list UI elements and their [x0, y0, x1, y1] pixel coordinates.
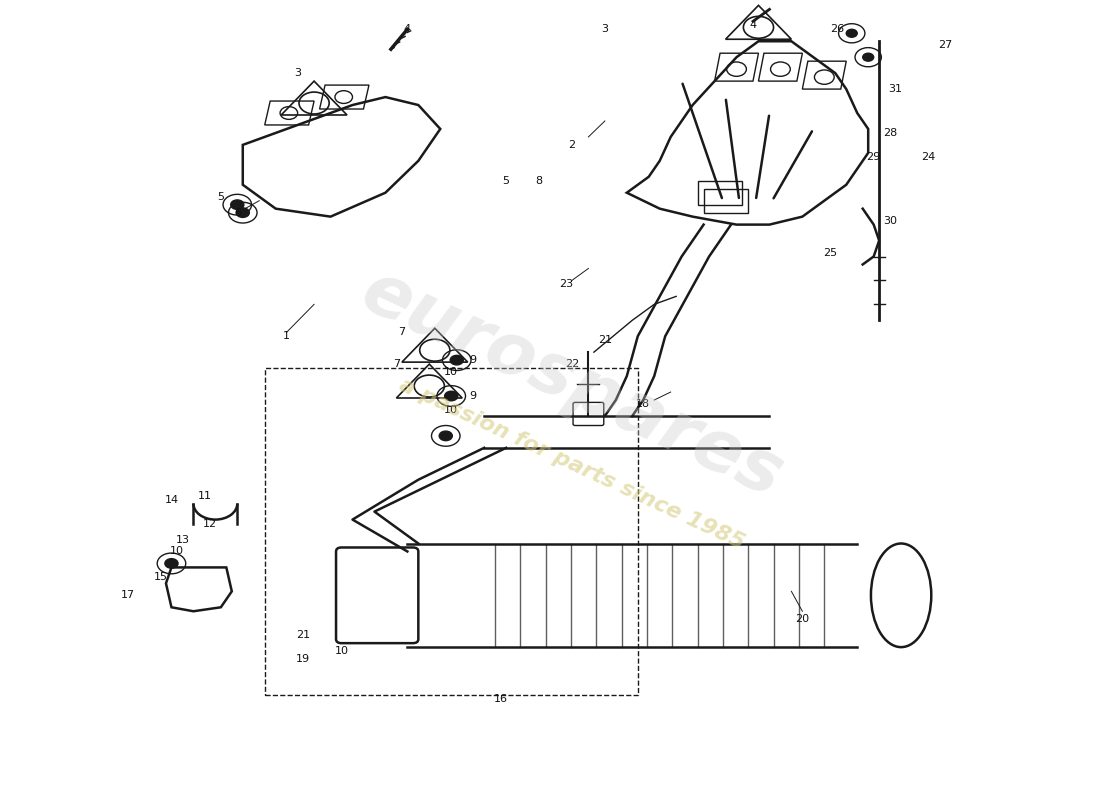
Circle shape — [439, 431, 452, 441]
Text: 22: 22 — [564, 359, 579, 369]
Text: 31: 31 — [889, 84, 903, 94]
Text: 15: 15 — [154, 572, 167, 582]
Text: 27: 27 — [938, 40, 953, 50]
Text: 30: 30 — [883, 216, 898, 226]
Text: 14: 14 — [164, 494, 178, 505]
Circle shape — [450, 355, 463, 365]
Text: 21: 21 — [296, 630, 310, 640]
Text: 13: 13 — [175, 534, 189, 545]
Text: 4: 4 — [749, 20, 757, 30]
Text: 10: 10 — [444, 367, 459, 377]
Text: 11: 11 — [197, 490, 211, 501]
Text: 7: 7 — [393, 359, 400, 369]
Circle shape — [444, 391, 458, 401]
Text: 10: 10 — [334, 646, 349, 656]
Circle shape — [165, 558, 178, 568]
Text: 10: 10 — [169, 546, 184, 557]
Text: 6: 6 — [234, 208, 241, 218]
Text: 23: 23 — [560, 279, 573, 290]
Text: 17: 17 — [121, 590, 134, 600]
Circle shape — [231, 200, 244, 210]
Text: 10: 10 — [444, 405, 459, 414]
Text: 3: 3 — [602, 24, 608, 34]
Text: 9: 9 — [470, 391, 476, 401]
Text: 8: 8 — [536, 176, 542, 186]
Text: eurospares: eurospares — [351, 256, 793, 512]
Text: 24: 24 — [922, 152, 936, 162]
Circle shape — [846, 30, 857, 38]
Text: 2: 2 — [569, 140, 575, 150]
Text: 3: 3 — [294, 68, 301, 78]
Text: 5: 5 — [218, 192, 224, 202]
Text: 16: 16 — [494, 694, 507, 704]
Text: 20: 20 — [795, 614, 810, 624]
Text: 1: 1 — [283, 331, 290, 342]
Text: 26: 26 — [830, 24, 845, 34]
Circle shape — [236, 208, 250, 218]
Text: a passion for parts since 1985: a passion for parts since 1985 — [396, 374, 748, 553]
Text: 28: 28 — [883, 128, 898, 138]
Text: 18: 18 — [636, 399, 650, 409]
Text: 4: 4 — [404, 24, 411, 34]
Text: 7: 7 — [398, 327, 406, 338]
Text: 25: 25 — [823, 247, 837, 258]
Circle shape — [862, 54, 873, 61]
Text: 19: 19 — [296, 654, 310, 664]
Text: 9: 9 — [470, 355, 476, 365]
Text: 29: 29 — [867, 152, 881, 162]
Text: 5: 5 — [503, 176, 509, 186]
Text: 12: 12 — [202, 518, 217, 529]
Text: 21: 21 — [597, 335, 612, 346]
